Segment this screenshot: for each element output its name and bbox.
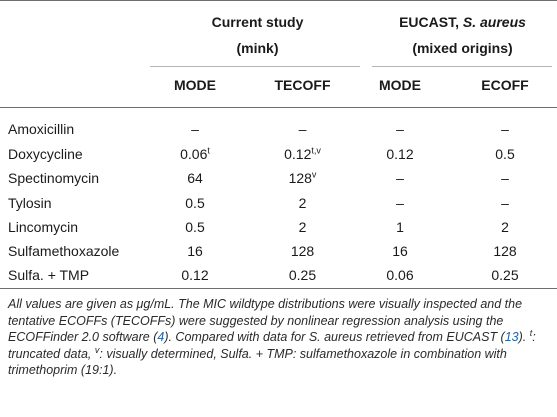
citation-link-13[interactable]: 13	[504, 330, 519, 345]
group-rule-current-study	[150, 66, 360, 67]
column-header-mode-current: MODE	[174, 77, 216, 93]
group-header-eucast: EUCAST, S. aureus	[370, 14, 555, 30]
footnote-text-2: ). Compared with data for S. aureus retr…	[164, 330, 505, 345]
drug-name: Lincomycin	[8, 219, 79, 235]
cell-mode-current: 0.12	[181, 267, 209, 283]
cell-mode-current: 16	[187, 243, 203, 259]
cell-ecoff: –	[501, 170, 509, 186]
footnote-text-5: : visually determined, Sulfa. + TMP: sul…	[8, 346, 507, 378]
table-top-rule	[0, 0, 557, 1]
column-header-mode-eucast: MODE	[379, 77, 421, 93]
table-bottom-rule	[0, 288, 557, 289]
cell-mode-current: –	[191, 121, 199, 137]
column-header-ecoff: ECOFF	[481, 77, 529, 93]
cell-mode-eucast: 0.06	[386, 267, 414, 283]
group-rule-eucast	[372, 66, 552, 67]
cell-tecoff: 2	[298, 219, 307, 235]
cell-mode-eucast: 0.12	[386, 146, 414, 162]
cell-mode-eucast: –	[396, 170, 404, 186]
cell-ecoff: –	[501, 195, 509, 211]
footnote-text-1: All values are given as μg/mL. The MIC w…	[8, 297, 523, 345]
cell-tecoff: 128v	[288, 169, 317, 186]
cell-mode-current: 0.5	[185, 219, 205, 235]
footnote-text-4: : truncated data,	[8, 330, 536, 361]
cell-mode-current: 0.5	[185, 195, 205, 211]
group-subheader-mink: (mink)	[236, 40, 279, 56]
cell-ecoff: 0.25	[491, 267, 519, 283]
cell-tecoff: –	[298, 121, 307, 137]
group-header-current-study: Current study	[211, 14, 304, 30]
cell-mode-current: 0.06t	[180, 145, 210, 162]
header-bottom-rule	[0, 107, 557, 108]
group-subheader-mixed-origins: (mixed origins)	[412, 40, 513, 56]
footnote-sup-v: v	[94, 344, 100, 355]
cell-ecoff: 128	[493, 243, 517, 259]
drug-name: Tylosin	[8, 195, 52, 211]
cell-tecoff: 0.12t,v	[284, 145, 321, 162]
group-header-eucast-prefix: EUCAST,	[399, 14, 463, 30]
cell-mode-eucast: –	[396, 195, 404, 211]
cell-ecoff: 0.5	[495, 146, 515, 162]
table-footnote: All values are given as μg/mL. The MIC w…	[8, 296, 553, 379]
drug-name: Amoxicillin	[8, 121, 75, 137]
drug-name: Spectinomycin	[8, 170, 100, 186]
drug-name: Sulfamethoxazole	[8, 243, 120, 259]
drug-name: Sulfa. + TMP	[8, 267, 90, 283]
cell-tecoff: 0.25	[288, 267, 317, 283]
cell-mode-eucast: –	[396, 121, 404, 137]
cell-mode-eucast: 16	[392, 243, 408, 259]
cell-ecoff: 2	[501, 219, 509, 235]
cell-tecoff: 2	[298, 195, 307, 211]
citation-link-4[interactable]: 4	[157, 330, 165, 345]
column-header-tecoff: TECOFF	[274, 77, 331, 93]
footnote-text-3: ).	[518, 330, 530, 345]
cell-tecoff: 128	[290, 243, 315, 259]
drug-name: Doxycycline	[8, 146, 83, 162]
cell-ecoff: –	[501, 121, 509, 137]
group-header-eucast-species: S. aureus	[462, 14, 526, 30]
cell-mode-current: 64	[187, 170, 203, 186]
footnote-sup-t: t	[529, 328, 533, 339]
cell-mode-eucast: 1	[396, 219, 404, 235]
